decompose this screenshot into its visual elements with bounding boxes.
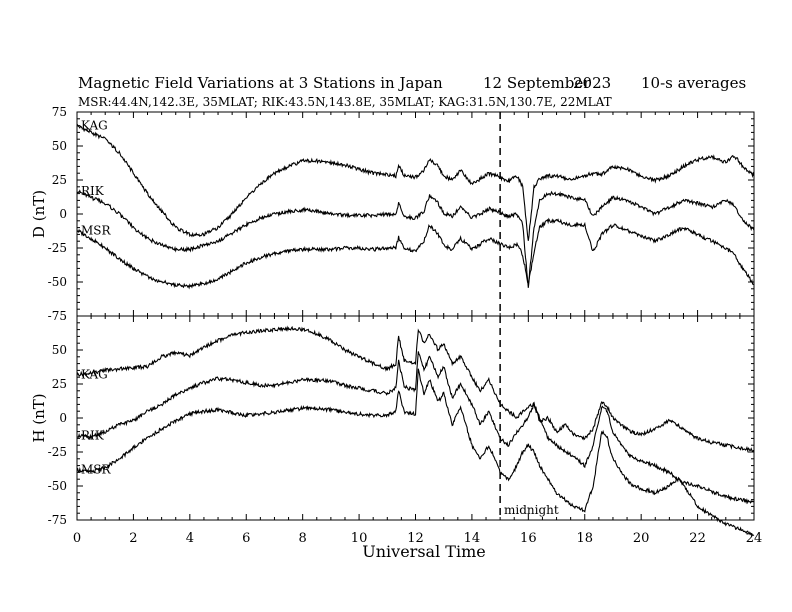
chart-title: Magnetic Field Variations at 3 Stations … [78,74,443,92]
y-tick-label-d: 75 [52,105,67,119]
y-tick-label-h: -25 [48,445,67,459]
series-label-rik-d: RIK [81,184,105,198]
y-tick-label-h: -75 [48,513,67,527]
series-label-msr-d: MSR [81,223,112,237]
x-tick-label: 18 [576,531,593,546]
y-tick-label-h: 50 [52,343,67,357]
series-label-rik-h: RIK [81,429,105,443]
x-tick-label: 14 [464,531,481,546]
y-tick-label-d: -25 [48,241,67,255]
y-tick-label-h: -50 [48,479,67,493]
x-tick-label: 12 [407,531,424,546]
x-tick-label: 10 [351,531,368,546]
stations-line: MSR:44.4N,142.3E, 35MLAT; RIK:43.5N,143.… [78,95,612,109]
panel-frame-h [76,315,755,521]
series-label-kag-d: KAG [81,119,108,133]
y-tick-label-h: 0 [59,411,67,425]
series-line-rik-h [76,351,755,505]
x-tick-label: 4 [186,531,194,546]
x-tick-label: 8 [299,531,307,546]
chart-averaging: 10-s averages [641,74,746,92]
y-tick-label-d: 50 [52,139,67,153]
series-line-kag-h [76,325,754,453]
series-line-rik-d [76,189,755,288]
midnight-label: midnight [504,503,559,517]
y-tick-label-d: 0 [59,207,67,221]
y-tick-label-d: 25 [52,173,67,187]
x-tick-label: 20 [633,531,650,546]
x-tick-label: 0 [73,531,81,546]
y-axis-label-d: D (nT) [30,190,48,238]
series-label-msr-h: MSR [81,463,112,477]
chart-date: 12 September [483,74,591,92]
series-line-msr-h [76,368,755,536]
chart-year: 2023 [573,74,611,92]
series-line-kag-d [76,123,755,241]
panels: 75 50 25 0 -25 -50 -75 KAG RIK MSR 50 25 0 -25 -50 -75 K… [48,105,763,546]
x-tick-label: 22 [689,531,706,546]
x-tick-label: 6 [242,531,250,546]
y-tick-label-d: -50 [48,275,67,289]
series-label-kag-h: KAG [81,367,108,381]
y-axis-label-h: H (nT) [30,393,48,442]
y-tick-label-d: -75 [48,309,67,323]
x-tick-label: 2 [129,531,137,546]
x-tick-label: 24 [746,531,763,546]
y-tick-label-h: 25 [52,377,67,391]
series-line-msr-d [76,217,755,290]
x-axis-label: Universal Time [362,542,485,561]
x-tick-label: 16 [520,531,537,546]
